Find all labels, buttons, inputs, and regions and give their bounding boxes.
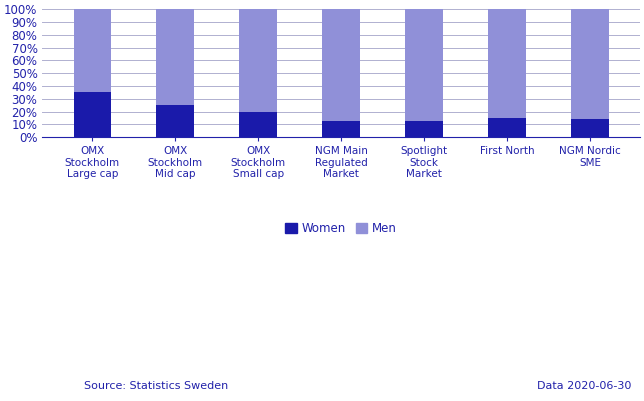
- Bar: [406, 121, 443, 137]
- Bar: [323, 9, 360, 121]
- Bar: [488, 9, 526, 118]
- Text: Source: Statistics Sweden: Source: Statistics Sweden: [84, 381, 228, 391]
- Bar: [156, 105, 194, 137]
- Legend: Women, Men: Women, Men: [281, 217, 402, 240]
- Bar: [73, 93, 111, 137]
- Bar: [73, 9, 111, 93]
- Bar: [406, 9, 443, 121]
- Bar: [488, 118, 526, 137]
- Bar: [240, 111, 277, 137]
- Text: Data 2020-06-30: Data 2020-06-30: [536, 381, 631, 391]
- Bar: [571, 9, 609, 119]
- Bar: [571, 119, 609, 137]
- Bar: [240, 9, 277, 111]
- Bar: [323, 121, 360, 137]
- Bar: [156, 9, 194, 105]
